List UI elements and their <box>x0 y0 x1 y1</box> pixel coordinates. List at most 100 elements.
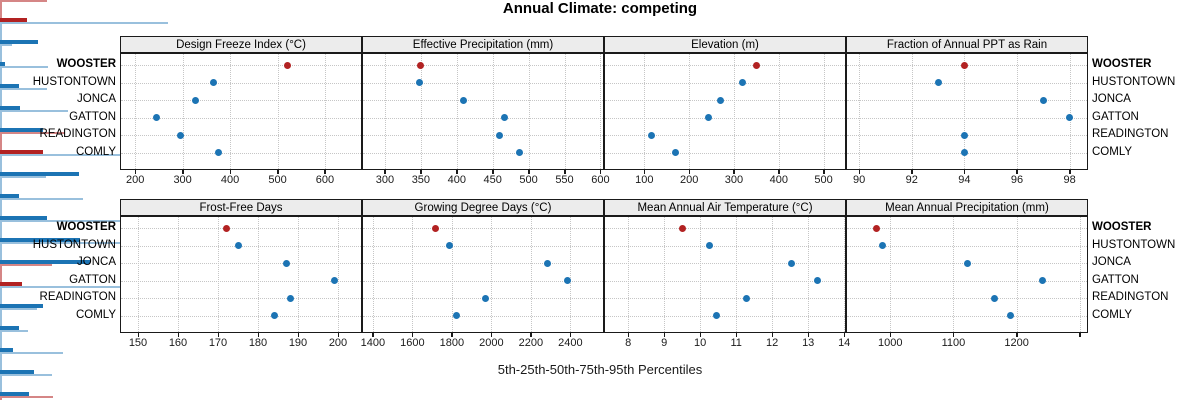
iqr-bar <box>0 238 81 242</box>
whisker-range <box>0 132 65 134</box>
whisker-cap-low <box>0 354 2 362</box>
iqr-bar <box>0 40 38 44</box>
median-dot <box>192 96 200 104</box>
axis-tick-label: 200 <box>679 174 699 186</box>
axis-tick <box>1079 333 1081 337</box>
gridline-vertical <box>456 54 458 169</box>
axis-tick-label: 9 <box>661 337 668 349</box>
site-label-right-readington: READINGTON <box>1092 128 1169 140</box>
median-dot <box>1066 114 1074 121</box>
gridline-vertical <box>178 217 179 332</box>
gridline-horizontal <box>363 135 603 136</box>
whisker-range <box>0 220 162 222</box>
strip-title: Elevation (m) <box>691 38 759 51</box>
gridline-horizontal <box>605 152 845 154</box>
gridline-vertical <box>1016 217 1018 332</box>
median-dot <box>153 114 161 121</box>
median-dot <box>330 277 338 284</box>
whisker-cap-low <box>0 46 2 54</box>
iqr-bar <box>0 106 21 110</box>
whisker-cap-low <box>0 90 2 98</box>
site-label-right-wooster: WOOSTER <box>1092 58 1152 70</box>
axis-tick-label: 300 <box>173 174 192 186</box>
whisker-cap-high <box>0 98 2 106</box>
whisker-cap-high <box>0 340 2 348</box>
median-dot <box>496 131 504 139</box>
whisker-cap-high <box>0 76 2 84</box>
axis-tick-label: 2400 <box>558 337 583 349</box>
gridline-vertical <box>182 54 184 169</box>
gridline-horizontal <box>363 100 603 101</box>
axis-tick-label: 1100 <box>941 337 966 349</box>
whisker-cap-high <box>0 318 2 326</box>
site-label-right-jonca: JONCA <box>1092 256 1131 268</box>
median-dot <box>934 79 942 86</box>
gridline-horizontal <box>363 65 603 66</box>
gridline-vertical <box>911 54 913 169</box>
median-dot <box>960 149 968 156</box>
median-dot <box>704 114 712 121</box>
axis-tick <box>492 170 494 174</box>
median-dot <box>282 259 290 267</box>
median-dot <box>446 242 454 249</box>
whisker-cap-high <box>0 362 2 370</box>
median-dot <box>743 294 751 302</box>
axis-tick <box>1069 170 1071 174</box>
axis-tick-label: 100 <box>635 174 654 186</box>
axis-tick <box>451 333 453 337</box>
gridline-horizontal <box>121 100 361 101</box>
whisker-range <box>0 0 47 2</box>
median-dot <box>752 61 760 69</box>
site-label-left-gatton: GATTON <box>69 110 116 123</box>
axis-tick <box>771 333 774 337</box>
gridline-vertical <box>823 54 825 169</box>
median-dot <box>717 96 725 104</box>
whisker-cap-low <box>0 2 2 10</box>
gridline-vertical <box>859 54 861 169</box>
whisker-cap-low <box>0 398 2 400</box>
whisker-cap-high <box>0 10 2 18</box>
gridline-vertical <box>1016 54 1018 169</box>
gridline-horizontal <box>605 65 845 66</box>
site-label-right-gatton: GATTON <box>1092 110 1139 123</box>
iqr-bar <box>0 304 44 308</box>
whisker-cap-low <box>0 112 2 120</box>
median-dot <box>415 79 423 86</box>
gridline-vertical <box>135 54 137 169</box>
chart-title: Annual Climate: competing <box>502 0 698 17</box>
axis-tick-label: 180 <box>248 337 268 349</box>
axis-tick-label: 14 <box>838 337 851 349</box>
panel-strip-fraction-of-annual-ppt-as-rain: Fraction of Annual PPT as Rain <box>846 36 1088 53</box>
whisker-range <box>0 88 47 90</box>
gridline-vertical <box>733 54 735 169</box>
axis-tick-label: 13 <box>802 337 815 349</box>
gridline-vertical <box>138 217 139 332</box>
axis-tick-label: 1800 <box>439 337 465 349</box>
site-label-left-jonca: JONCA <box>77 256 116 268</box>
whisker-range <box>0 198 83 200</box>
gridline-horizontal <box>605 280 845 282</box>
site-label-left-gatton: GATTON <box>69 273 116 286</box>
iqr-bar <box>0 348 14 352</box>
whisker-cap-high <box>0 230 2 238</box>
axis-tick-label: 190 <box>288 337 308 349</box>
whisker-cap-low <box>0 134 2 142</box>
median-dot <box>210 79 218 86</box>
whisker-cap-low <box>0 288 2 296</box>
axis-tick <box>456 170 458 174</box>
axis-tick <box>229 170 232 174</box>
whisker-cap-high <box>0 296 2 304</box>
panel-strip-frost-free-days: Frost-Free Days <box>120 199 362 216</box>
whisker-range <box>0 308 38 310</box>
site-label-right-jonca: JONCA <box>1092 93 1131 105</box>
site-label-right-hustontown: HUSTONTOWN <box>1092 238 1176 251</box>
median-dot <box>960 131 968 139</box>
whisker-cap-high <box>0 164 2 172</box>
median-dot <box>739 79 747 86</box>
gridline-horizontal <box>363 245 603 247</box>
axis-tick <box>569 333 572 337</box>
whisker-cap-low <box>0 332 2 340</box>
axis-tick <box>735 333 738 337</box>
whisker-range <box>0 374 53 376</box>
